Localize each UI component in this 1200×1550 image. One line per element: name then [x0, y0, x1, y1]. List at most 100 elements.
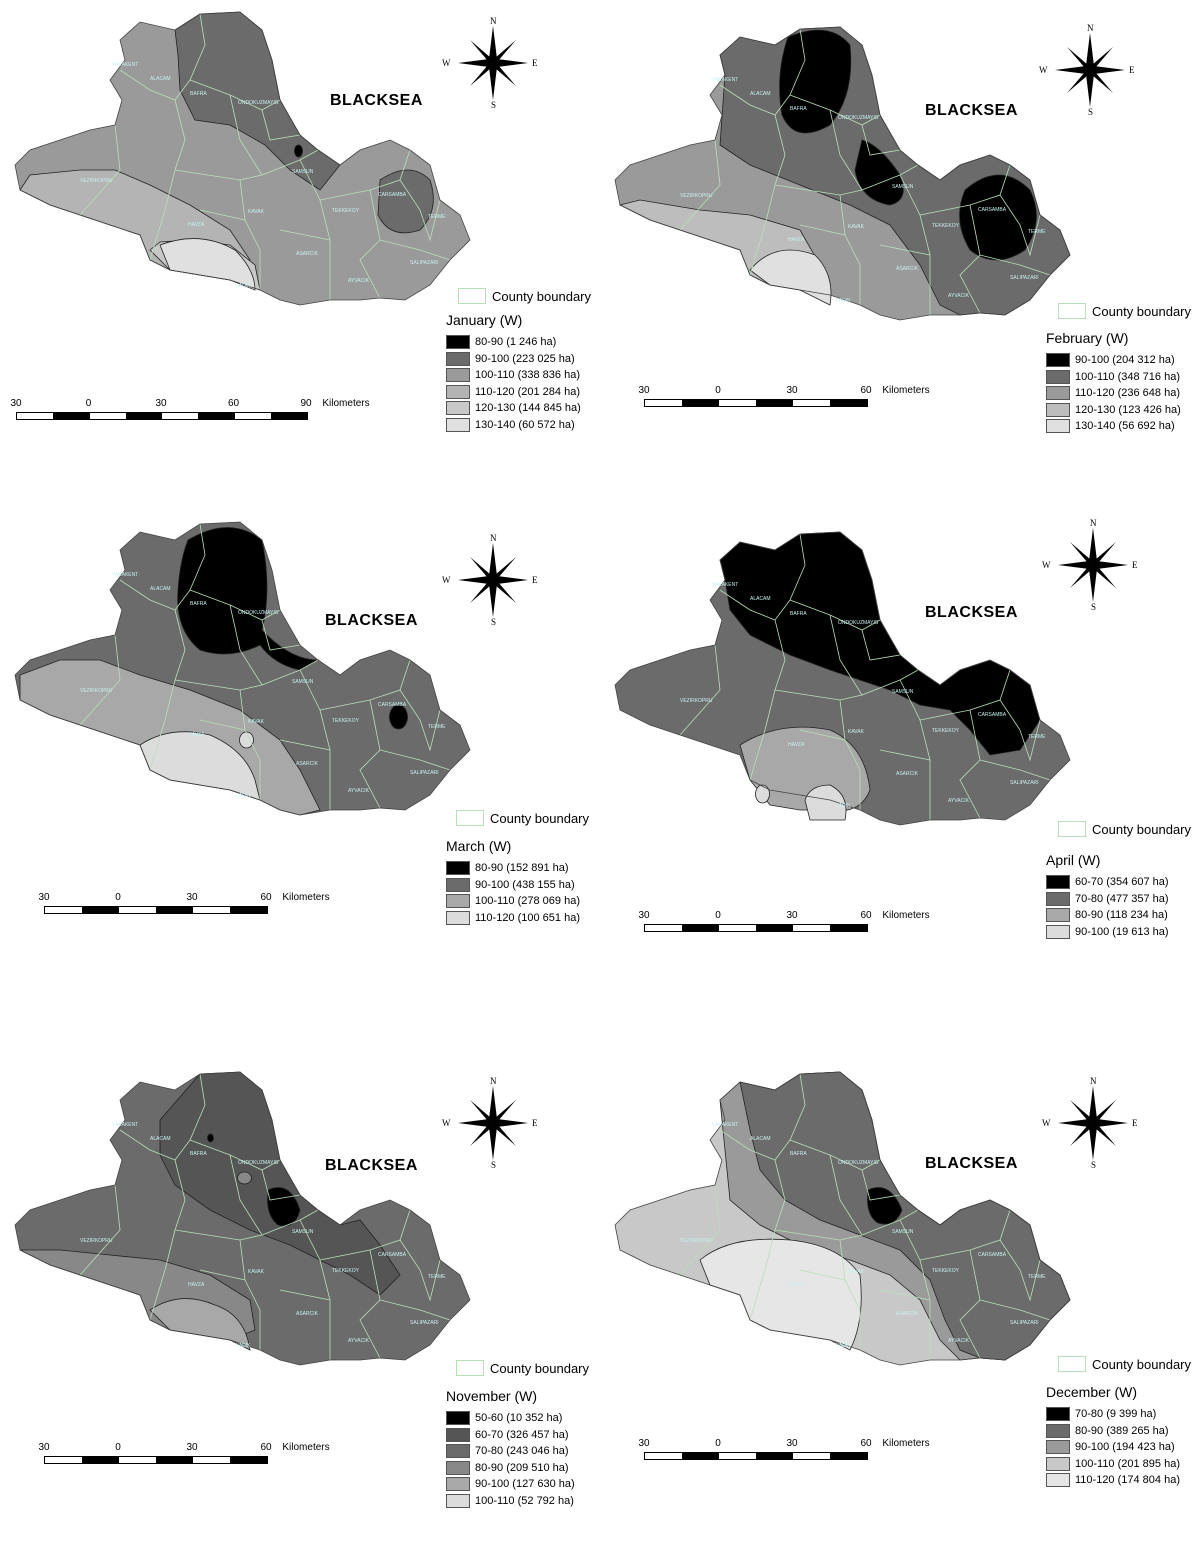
legend-item-label: 90-100 (223 025 ha)	[475, 352, 575, 365]
county-boundary-line	[199, 719, 246, 731]
compass-letter-e: E	[532, 575, 538, 585]
sea-label: BLACKSEA	[325, 612, 418, 629]
county-boundary-line	[799, 729, 846, 741]
legend-swatch	[446, 910, 470, 925]
county-boundary-line	[959, 709, 981, 819]
scale-unit-label: Kilometers	[882, 910, 930, 921]
scale-segment	[793, 925, 830, 931]
county-boundary-line	[999, 1239, 1041, 1302]
legend-title: April (W)	[1046, 852, 1101, 868]
scale-segment	[645, 925, 682, 931]
legend-swatch	[446, 1444, 470, 1459]
place-label: AYVACIK	[948, 798, 970, 804]
place-label: TERME	[1028, 734, 1046, 740]
place-label: AYVACIK	[348, 278, 370, 284]
place-label: VEZIRKOPRU	[80, 1238, 113, 1244]
legend-swatch	[446, 861, 470, 876]
scale-segment	[45, 907, 82, 913]
legend-item-label: 100-110 (201 895 ha)	[1075, 1457, 1180, 1470]
scale-bar-track	[44, 1456, 268, 1464]
place-label: ASARCIK	[296, 1311, 319, 1317]
place-label: VEZIRKOPRU	[680, 193, 713, 199]
scale-segment	[270, 413, 307, 419]
county-boundary-line	[299, 669, 331, 810]
place-label: TERME	[428, 1274, 446, 1280]
scale-segment	[125, 413, 162, 419]
place-label: TEKKEKOY	[332, 718, 360, 724]
scale-bar-track	[644, 924, 868, 932]
sea-label: BLACKSEA	[325, 1157, 418, 1174]
county-boundary-line	[839, 699, 861, 810]
north-arrow-compass: N S W E	[1042, 518, 1138, 612]
place-label: YAKAKENT	[112, 62, 138, 68]
legend-swatch	[1046, 1423, 1070, 1438]
place-label: YAKAKENT	[112, 572, 138, 578]
place-label: KAVAK	[248, 209, 265, 215]
scale-segment	[230, 1457, 267, 1463]
legend-swatch	[446, 1427, 470, 1442]
county-boundary-key: County boundary	[456, 1360, 589, 1376]
place-label: TERME	[428, 724, 446, 730]
scale-tick-label: 30	[638, 910, 650, 921]
scale-tick-label: 0	[715, 385, 721, 396]
county-boundary-line	[719, 28, 806, 116]
map-legend: January (W) 80-90 (1 246 ha) 90-100 (223 0…	[446, 312, 581, 433]
legend-item: 100-110 (348 716 ha)	[1046, 369, 1181, 386]
county-boundary-line	[239, 689, 261, 800]
county-boundary-line	[174, 609, 186, 681]
scale-bar: 30 0 30 60 Kilometers	[638, 910, 946, 932]
place-label: LADIK	[836, 298, 851, 304]
scale-segment	[45, 1457, 82, 1463]
scale-bar: 30 0 30 60 Kilometers	[638, 385, 946, 407]
place-label: ASARCIK	[296, 761, 319, 767]
place-label: LADIK	[236, 793, 251, 799]
scale-tick-label: 30	[786, 385, 798, 396]
county-boundary-line	[679, 139, 721, 231]
legend-item-label: 90-100 (127 630 ha)	[475, 1478, 575, 1491]
place-label: VEZIRKOPRU	[680, 1238, 713, 1244]
scale-unit-label: Kilometers	[882, 385, 930, 396]
legend-item-label: 110-120 (100 651 ha)	[475, 911, 580, 924]
compass-rose-icon	[1058, 528, 1128, 602]
place-label: SALIPAZARI	[410, 770, 439, 776]
place-label: ALACAM	[750, 1136, 771, 1142]
scale-bar-track	[644, 1452, 868, 1460]
scale-unit-label: Kilometers	[882, 1438, 930, 1449]
place-label: SAMSUN	[892, 1229, 914, 1235]
compass-letter-s: S	[1091, 1160, 1097, 1170]
province-outline	[614, 531, 1071, 826]
legend-item-label: 90-100 (194 423 ha)	[1075, 1441, 1175, 1454]
province-outline	[14, 11, 471, 306]
legend-item: 90-100 (438 155 ha)	[446, 877, 580, 894]
scale-unit-label: Kilometers	[322, 398, 370, 409]
legend-swatch	[1046, 1407, 1070, 1422]
legend-swatch	[446, 351, 470, 366]
county-boundary-line	[799, 1269, 846, 1281]
zone-area	[615, 532, 1070, 825]
legend-title: March (W)	[446, 838, 512, 854]
choropleth-map: YAKAKENT ALACAM BAFRA ONDOKUZMAYIS SAMSUN CAR…	[614, 531, 1071, 826]
scale-tick-label: 0	[715, 1438, 721, 1449]
legend-item: 90-100 (127 630 ha)	[446, 1476, 575, 1493]
scale-segment	[682, 400, 719, 406]
legend-swatch	[1046, 1440, 1070, 1455]
compass-letter-s: S	[1088, 107, 1094, 117]
scale-tick-label: 30	[638, 385, 650, 396]
scale-tick-label: 60	[260, 1442, 272, 1453]
place-label: CARSAMBA	[378, 1252, 407, 1258]
legend-swatch	[1046, 386, 1070, 401]
zone-area	[159, 238, 256, 291]
county-boundary-line	[174, 1159, 186, 1231]
place-label: TEKKEKOY	[932, 728, 960, 734]
scale-bar: 30 0 30 60 Kilometers	[638, 1438, 946, 1460]
legend-title: January (W)	[446, 312, 523, 328]
county-boundary-line	[149, 679, 176, 771]
place-label: CARSAMBA	[978, 207, 1007, 213]
legend-swatch	[446, 384, 470, 399]
county-boundary-key: County boundary	[1058, 1356, 1191, 1372]
scale-segment	[719, 400, 756, 406]
county-boundary-line	[149, 169, 176, 261]
choropleth-map: YAKAKENT ALACAM BAFRA ONDOKUZMAYIS SAMSUN CAR…	[614, 26, 1071, 321]
legend-swatch	[446, 401, 470, 416]
scale-segment	[830, 925, 867, 931]
